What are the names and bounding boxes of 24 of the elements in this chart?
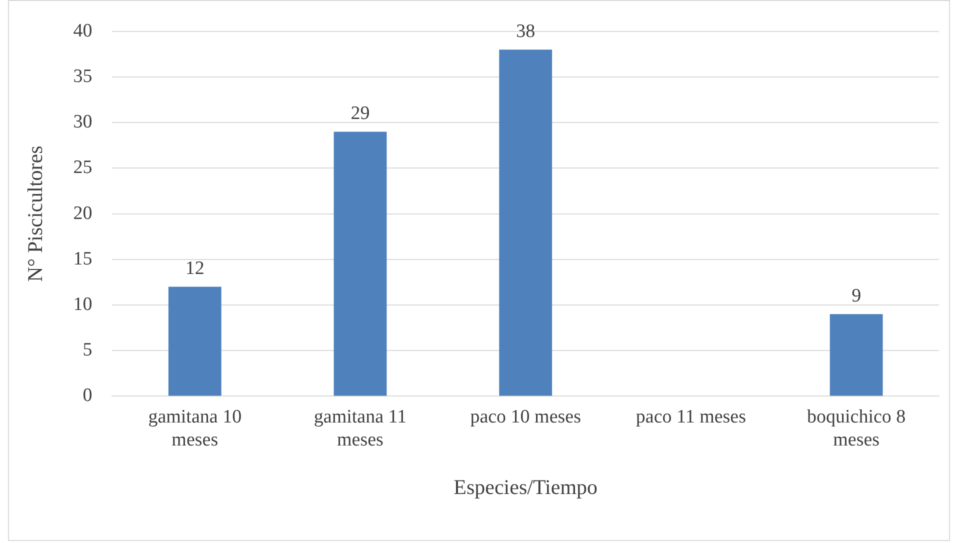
data-label: 9 [852,286,862,307]
y-tick-label: 25 [73,157,92,178]
y-tick-label: 10 [73,294,92,315]
x-tick-label: gamitana 10 meses [148,406,242,450]
bar [830,314,883,396]
x-tick-label: boquichico 8 meses [806,406,906,450]
data-label: 29 [350,103,370,124]
data-label: 38 [516,21,536,42]
y-tick-label: 30 [73,112,92,133]
x-tick-label: paco 11 meses [636,406,746,428]
y-tick-label: 40 [73,20,92,42]
y-axis-title: N° Piscicultores [23,146,48,282]
data-label: 12 [185,258,204,280]
y-tick-label: 15 [73,248,92,270]
y-tick-label: 20 [73,202,92,224]
bar [499,50,552,396]
bar [334,132,387,396]
y-tick-label: 35 [73,66,92,87]
bar [168,286,222,396]
y-tick-label: 0 [82,385,92,406]
x-tick-label: gamitana 11 meses [314,406,407,450]
x-tick-label: paco 10 meses [470,406,582,428]
x-axis-title: Especies/Tiempo [454,474,598,499]
y-tick-label: 5 [82,340,92,361]
